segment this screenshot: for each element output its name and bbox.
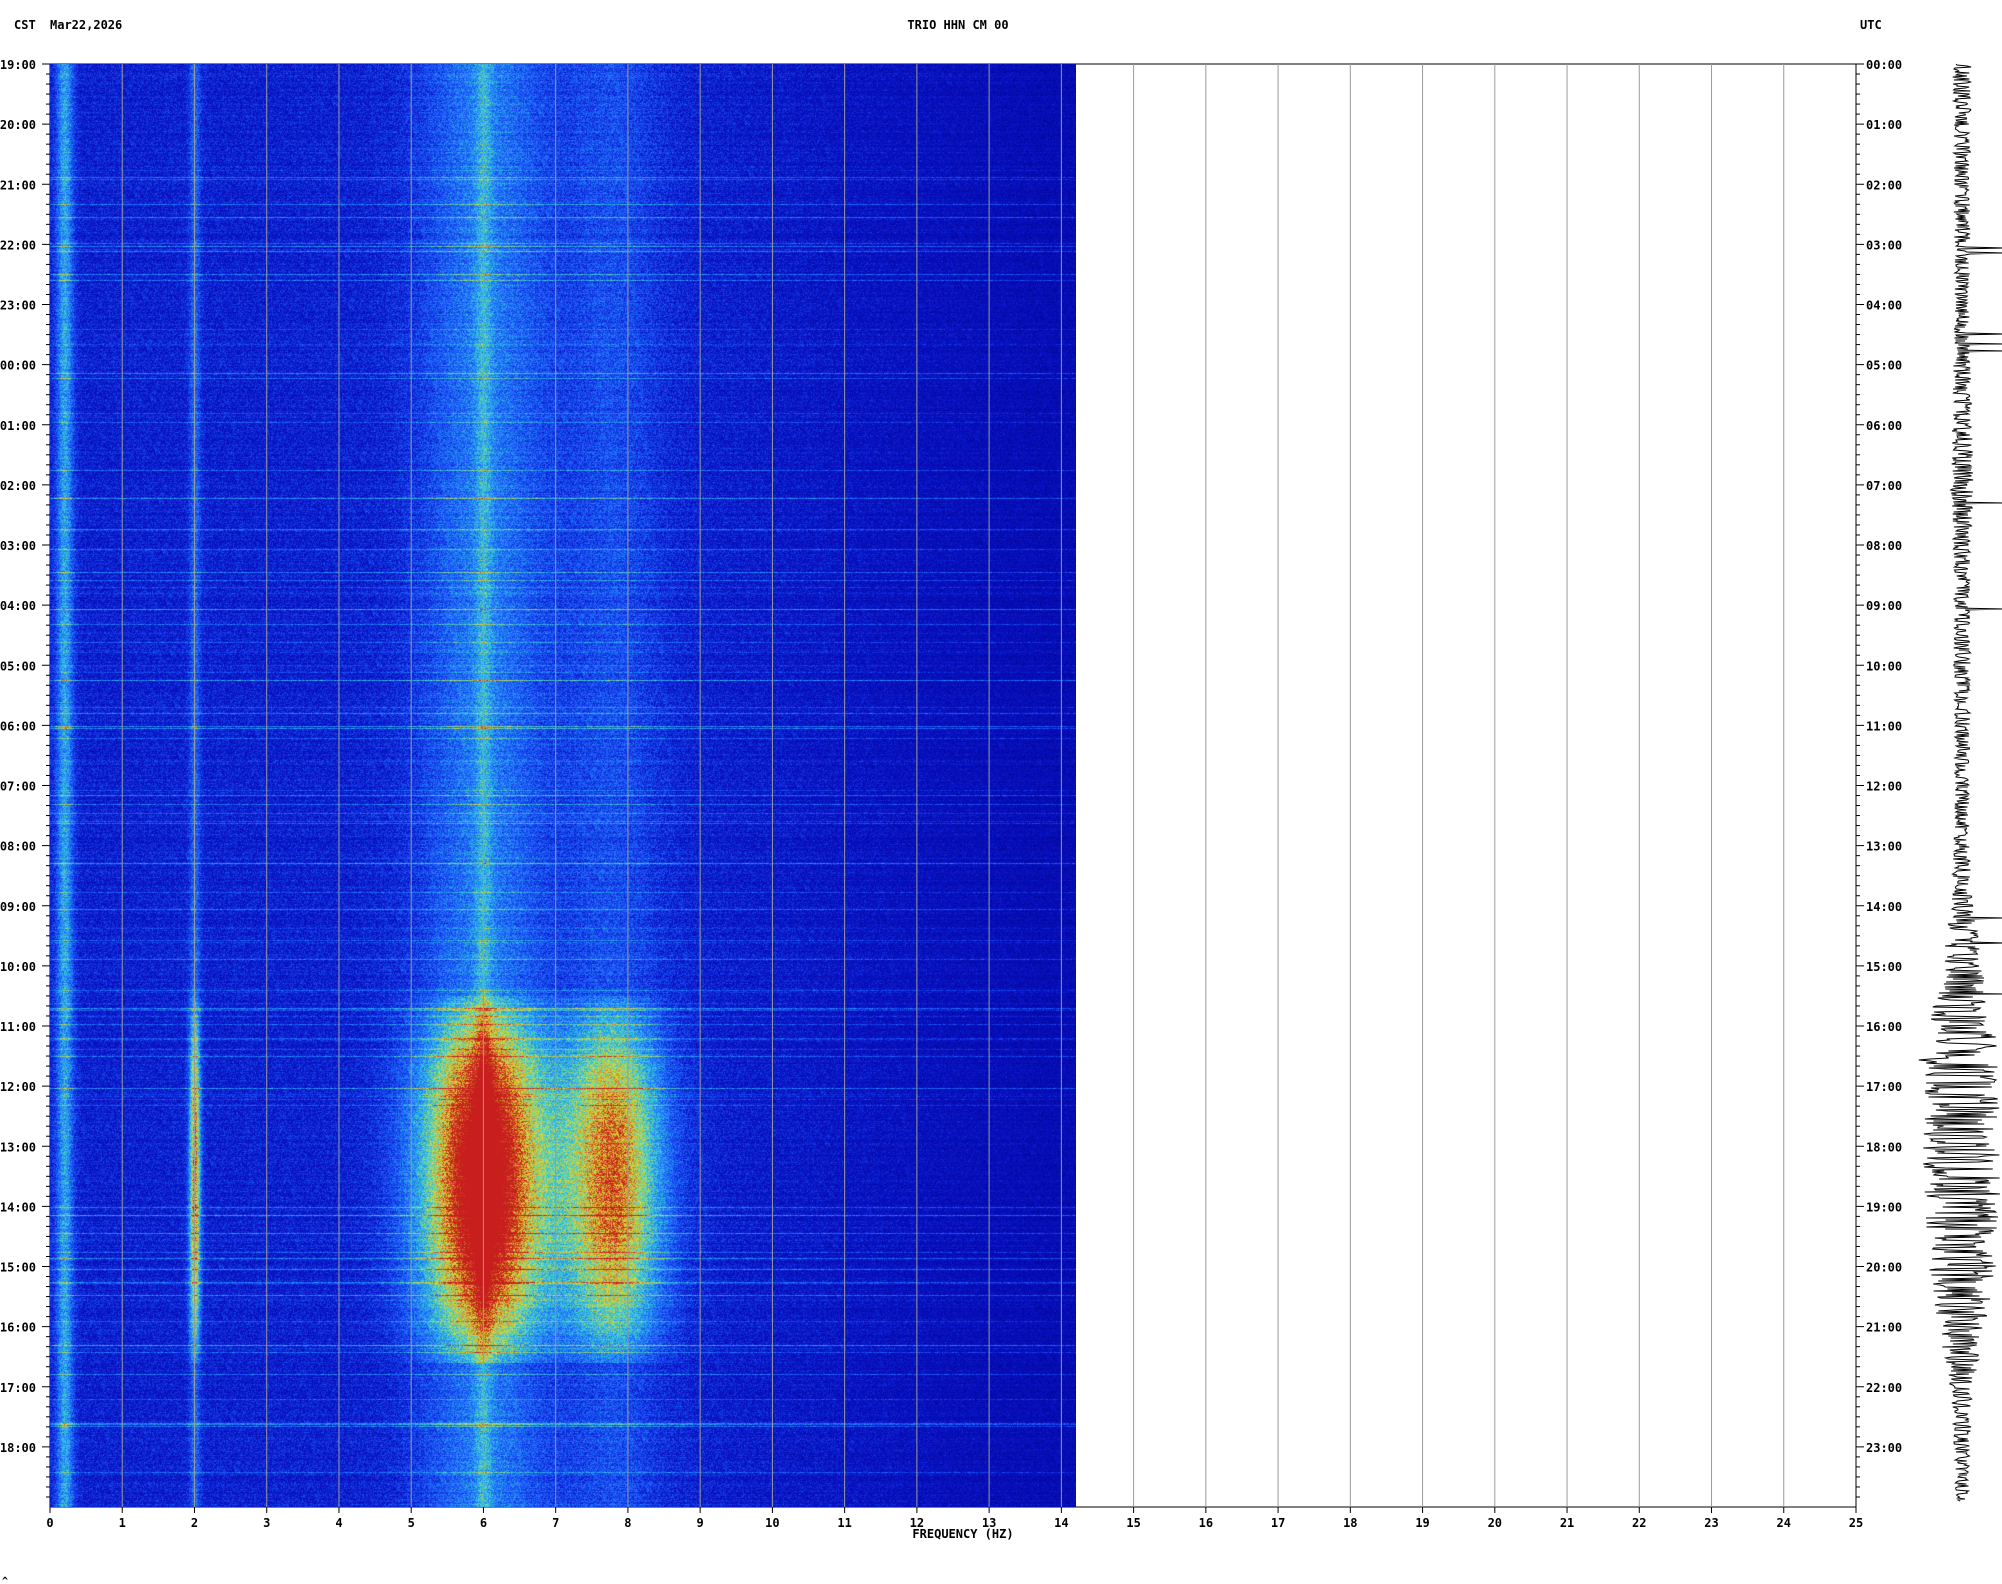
left-hour-label: 23:00	[0, 299, 36, 313]
right-hour-label: 02:00	[1866, 178, 1902, 192]
right-hour-label: 04:00	[1866, 299, 1902, 313]
right-hour-label: 13:00	[1866, 840, 1902, 854]
x-tick-label: 13	[982, 1516, 996, 1530]
right-hour-label: 12:00	[1866, 780, 1902, 794]
left-hour-label: 13:00	[0, 1140, 36, 1154]
left-hour-label: 15:00	[0, 1261, 36, 1275]
right-hour-label: 10:00	[1866, 659, 1902, 673]
x-tick-label: 25	[1849, 1516, 1863, 1530]
utc-time-axis: 00:00 01:00 02:00 03:00 04:00 05:00 06:00 07:00…	[1856, 58, 1902, 1498]
x-tick-label: 9	[697, 1516, 704, 1530]
right-hour-label: 22:00	[1866, 1381, 1902, 1395]
seismogram-waveform	[1918, 63, 2002, 1502]
x-tick-label: 21	[1560, 1516, 1574, 1530]
right-hour-label: 01:00	[1866, 118, 1902, 132]
station-title: TRIO HHN CM 00	[907, 18, 1008, 32]
x-tick-label: 23	[1704, 1516, 1718, 1530]
footer-mark: ^	[2, 1576, 8, 1584]
x-tick-label: 10	[765, 1516, 779, 1530]
frequency-axis: 0 1 2 3 4 5 6 7 8 9 10 11 12 13 14 15 16 17 18 19 20 21 22 23 24…	[46, 1507, 1863, 1530]
right-hour-label: 18:00	[1866, 1140, 1902, 1154]
left-hour-label: 12:00	[0, 1080, 36, 1094]
left-hour-label: 08:00	[0, 840, 36, 854]
right-hour-label: 11:00	[1866, 719, 1902, 733]
left-hour-label: 14:00	[0, 1200, 36, 1214]
right-hour-label: 14:00	[1866, 900, 1902, 914]
right-hour-label: 15:00	[1866, 960, 1902, 974]
x-tick-label: 15	[1126, 1516, 1140, 1530]
right-hour-label: 05:00	[1866, 359, 1902, 373]
x-axis-label: FREQUENCY (HZ)	[912, 1527, 1013, 1541]
x-tick-label: 16	[1199, 1516, 1213, 1530]
x-tick-label: 18	[1343, 1516, 1357, 1530]
right-hour-label: 08:00	[1866, 539, 1902, 553]
x-tick-label: 8	[624, 1516, 631, 1530]
right-timezone-label: UTC	[1860, 18, 1882, 32]
x-tick-label: 1	[119, 1516, 126, 1530]
spectrogram-image	[50, 64, 1076, 1507]
x-tick-label: 17	[1271, 1516, 1285, 1530]
right-hour-label: 17:00	[1866, 1080, 1902, 1094]
right-hour-label: 03:00	[1866, 238, 1902, 252]
left-hour-label: 11:00	[0, 1020, 36, 1034]
right-hour-label: 23:00	[1866, 1441, 1902, 1455]
left-hour-label: 01:00	[0, 419, 36, 433]
frequency-gridlines	[121, 64, 1785, 1507]
x-tick-label: 14	[1054, 1516, 1068, 1530]
x-tick-label: 4	[335, 1516, 342, 1530]
x-tick-label: 0	[46, 1516, 53, 1530]
date-label: Mar22,2026	[50, 18, 122, 32]
right-hour-label: 16:00	[1866, 1020, 1902, 1034]
right-hour-label: 19:00	[1866, 1200, 1902, 1214]
left-hour-label: 10:00	[0, 960, 36, 974]
left-hour-label: 17:00	[0, 1381, 36, 1395]
left-hour-label: 18:00	[0, 1441, 36, 1455]
left-hour-label: 21:00	[0, 178, 36, 192]
right-hour-label: 07:00	[1866, 479, 1902, 493]
right-hour-label: 20:00	[1866, 1261, 1902, 1275]
x-tick-label: 12	[910, 1516, 924, 1530]
left-hour-label: 09:00	[0, 900, 36, 914]
x-tick-label: 2	[191, 1516, 198, 1530]
left-hour-label: 06:00	[0, 719, 36, 733]
left-hour-label: 05:00	[0, 659, 36, 673]
right-hour-label: 21:00	[1866, 1321, 1902, 1335]
left-hour-label: 03:00	[0, 539, 36, 553]
left-hour-label: 02:00	[0, 479, 36, 493]
left-hour-label: 07:00	[0, 780, 36, 794]
right-hour-label: 06:00	[1866, 419, 1902, 433]
right-hour-label: 00:00	[1866, 58, 1902, 72]
left-hour-label: 16:00	[0, 1321, 36, 1335]
x-tick-label: 6	[480, 1516, 487, 1530]
left-hour-label: 04:00	[0, 599, 36, 613]
left-hour-label: 20:00	[0, 118, 36, 132]
left-hour-label: 00:00	[0, 359, 36, 373]
x-tick-label: 20	[1488, 1516, 1502, 1530]
x-tick-label: 19	[1415, 1516, 1429, 1530]
x-tick-label: 22	[1632, 1516, 1646, 1530]
x-tick-label: 24	[1777, 1516, 1791, 1530]
x-tick-label: 11	[837, 1516, 851, 1530]
x-tick-label: 3	[263, 1516, 270, 1530]
left-hour-label: 22:00	[0, 238, 36, 252]
right-hour-label: 09:00	[1866, 599, 1902, 613]
left-timezone-label: CST	[14, 18, 36, 32]
local-time-axis: 19:00 20:00 21:00 22:00 23:00 00:00 01:00 02:00…	[0, 58, 50, 1498]
x-tick-label: 5	[408, 1516, 415, 1530]
left-hour-label: 19:00	[0, 58, 36, 72]
x-tick-label: 7	[552, 1516, 559, 1530]
